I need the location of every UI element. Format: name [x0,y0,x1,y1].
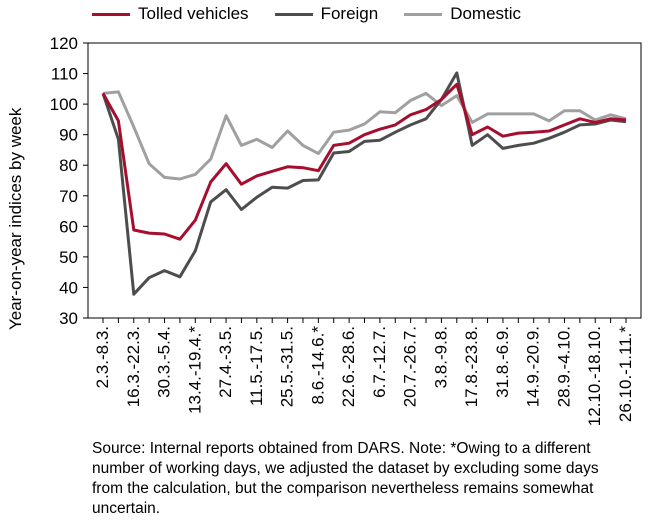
source-note: Source: Internal reports obtained from D… [92,440,599,517]
legend-swatch-domestic [404,12,443,16]
x-tick-labels: 2.3.-8.3. 16.3.-22.3. 30.3.-5.4. 13.4.-19.4… [93,326,635,427]
y-axis-label: Year-on-year indices by week [6,107,25,330]
legend-label-tolled: Tolled vehicles [138,4,249,23]
y-tick-label: 100 [50,95,78,114]
x-tick-label: 11.5.-17.5. [247,326,266,406]
x-tick-label: 14.9.-20.9. [524,326,543,407]
legend-item-foreign: Foreign [274,4,379,24]
x-tick-label: 12.10.-18.10. [585,326,604,426]
legend-swatch-foreign [274,12,313,16]
x-tick-label: 13.4.-19.4.* [185,326,204,414]
x-tick-label: 28.9.-4.10. [554,326,573,407]
y-tick-label: 30 [59,309,78,328]
legend-swatch-tolled [92,12,130,16]
legend-item-domestic: Domestic [404,4,521,24]
chart-legend: Tolled vehicles Foreign Domestic [92,4,521,24]
series-lines [101,71,627,296]
x-tick-label: 17.8.-23.8. [462,326,481,407]
series-line-foreign [101,71,627,296]
plot-frame [87,42,642,319]
y-tick-label: 120 [50,34,78,53]
x-tick-label: 6.7.-12.7. [370,326,389,398]
x-tick-label: 26.10.-1.11.* [616,326,635,422]
x-tick-label: 25.5.-31.5. [278,326,297,407]
chart-axes [83,42,642,323]
y-tick-label: 40 [59,278,78,297]
y-tick-label: 70 [59,187,78,206]
y-tick-label: 90 [59,126,78,145]
x-tick-label: 8.6.-14.6.* [308,326,327,405]
y-tick-label: 60 [59,217,78,236]
y-tick-labels: 30 40 50 60 70 80 90 100 110 120 [50,34,78,328]
x-tick-label: 20.7.-26.7. [401,326,420,407]
legend-label-domestic: Domestic [450,4,522,23]
y-tick-label: 110 [51,65,78,84]
legend-label-foreign: Foreign [320,4,379,23]
legend-item-tolled: Tolled vehicles [92,4,249,24]
series-line-tolled [101,82,627,241]
y-tick-label: 50 [59,248,78,267]
x-tick-label: 22.6.-28.6. [339,326,358,407]
x-tick-label: 30.3.-5.4. [155,326,174,398]
x-tick-label: 27.4.-3.5. [216,326,235,398]
line-chart: 30 40 50 60 70 80 90 100 110 120 2.3.-8.3. 16.3.-2… [50,34,642,427]
x-tick-label: 31.8.-6.9. [493,326,512,398]
x-tick-label: 3.8.-9.8. [431,326,450,388]
x-tick-label: 2.3.-8.3. [93,326,112,388]
series-line-domestic [102,90,627,181]
x-tick-label: 16.3.-22.3. [124,326,143,407]
y-tick-label: 80 [59,156,78,175]
